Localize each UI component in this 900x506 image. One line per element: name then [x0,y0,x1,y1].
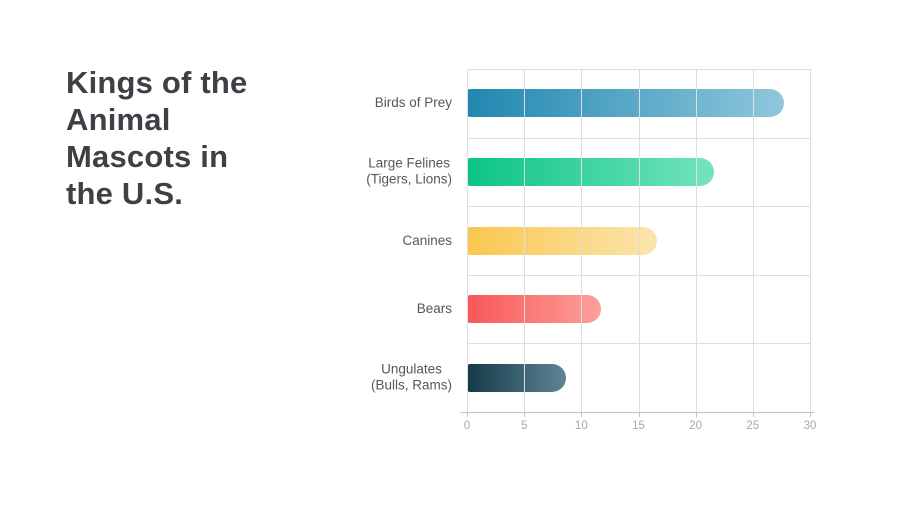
gridline-vertical [752,69,754,412]
gridline-vertical [695,69,697,412]
category-label-birds-of-prey: Birds of Prey [374,95,452,111]
bar-canines [467,226,657,255]
bar-large-felines [467,157,714,186]
x-tick-label-5: 5 [520,420,528,432]
gridline-vertical [638,69,640,412]
gridline-horizontal [467,274,810,276]
gridline-horizontal [467,137,810,139]
x-axis-tick [581,412,583,417]
x-axis-line [460,412,814,413]
category-label-bears: Bears [416,300,452,316]
bar-bears [467,295,601,324]
category-label-ungulates: Ungulates (Bulls, Rams) [370,361,452,393]
gridline-horizontal [467,343,810,345]
chart-title: Kings of the Animal Mascots in the U.S. [66,65,248,211]
x-tick-label-25: 25 [746,420,760,432]
gridline-vertical [524,69,526,412]
plot-area [467,69,811,412]
x-axis-tick [810,412,811,417]
gridline-horizontal [467,206,810,208]
x-tick-label-30: 30 [803,420,817,432]
x-axis-tick [752,412,754,417]
gridline-vertical [581,69,583,412]
category-label-canines: Canines [402,232,452,248]
x-axis-tick [638,412,640,417]
x-tick-label-0: 0 [463,420,471,432]
gridline-horizontal [467,69,810,70]
gridline-vertical [810,69,811,412]
x-axis-tick [695,412,697,417]
x-tick-label-15: 15 [632,420,645,432]
x-tick-label-10: 10 [574,420,588,432]
x-axis-tick [467,412,468,417]
x-axis-tick [524,412,526,417]
bar-birds-of-prey [467,89,784,118]
gridline-vertical [467,69,468,412]
bar-ungulates [467,363,567,392]
x-tick-label-20: 20 [689,420,703,432]
category-label-large-felines: Large Felines (Tigers, Lions) [366,155,452,187]
